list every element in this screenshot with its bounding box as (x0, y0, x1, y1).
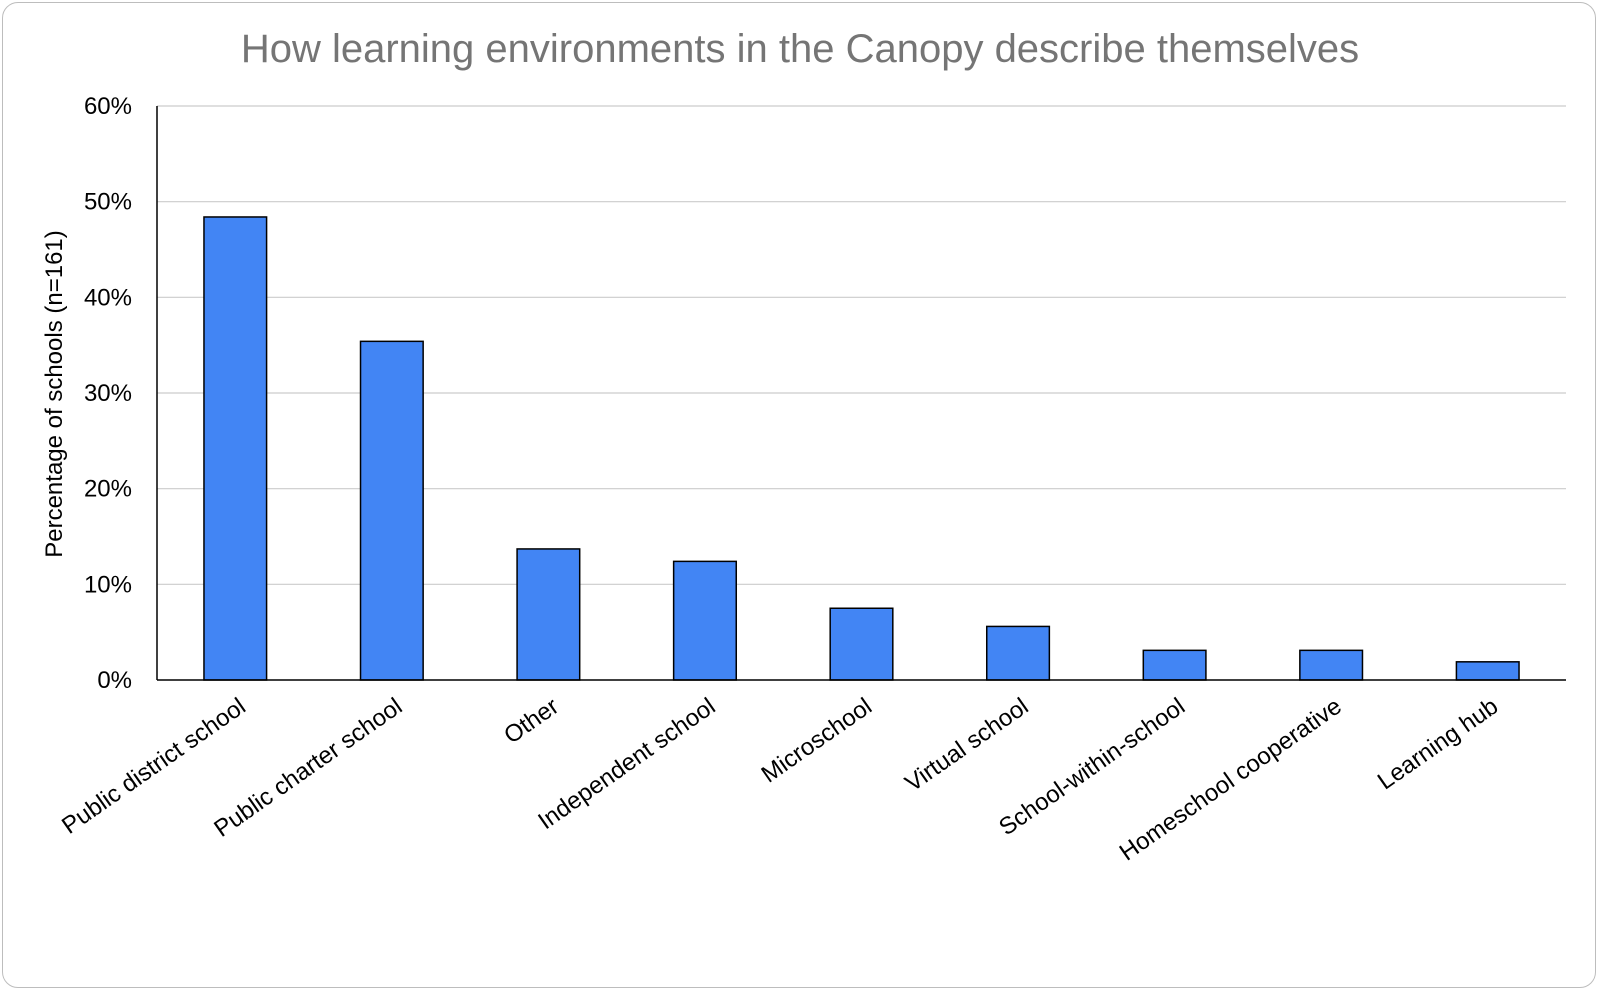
x-category-label: Other (499, 693, 564, 750)
y-tick-label: 0% (97, 667, 132, 694)
x-category-label: Microschool (757, 693, 877, 789)
y-tick-label: 40% (84, 284, 132, 311)
y-tick-label: 30% (84, 380, 132, 407)
x-category-label: Virtual school (900, 693, 1033, 798)
y-tick-label: 50% (84, 189, 132, 216)
bar (359, 340, 424, 681)
chart-title: How learning environments in the Canopy … (241, 27, 1359, 71)
bar (1142, 649, 1207, 681)
bar (829, 607, 894, 681)
bars (203, 216, 1520, 681)
axes (156, 106, 1566, 681)
y-tick-label: 60% (84, 93, 132, 120)
y-axis-ticks: 0% 10% 20% 30% 40% 50% 60% (84, 93, 132, 694)
bar (516, 548, 581, 681)
y-tick-label: 20% (84, 476, 132, 503)
bar (203, 216, 268, 681)
bar (1455, 661, 1520, 681)
y-tick-label: 10% (84, 571, 132, 598)
bar (1299, 649, 1364, 681)
y-axis-title: Percentage of schools (n=161) (41, 230, 68, 558)
bar (985, 625, 1051, 681)
x-category-label: Learning hub (1373, 693, 1503, 795)
bar (672, 560, 738, 681)
